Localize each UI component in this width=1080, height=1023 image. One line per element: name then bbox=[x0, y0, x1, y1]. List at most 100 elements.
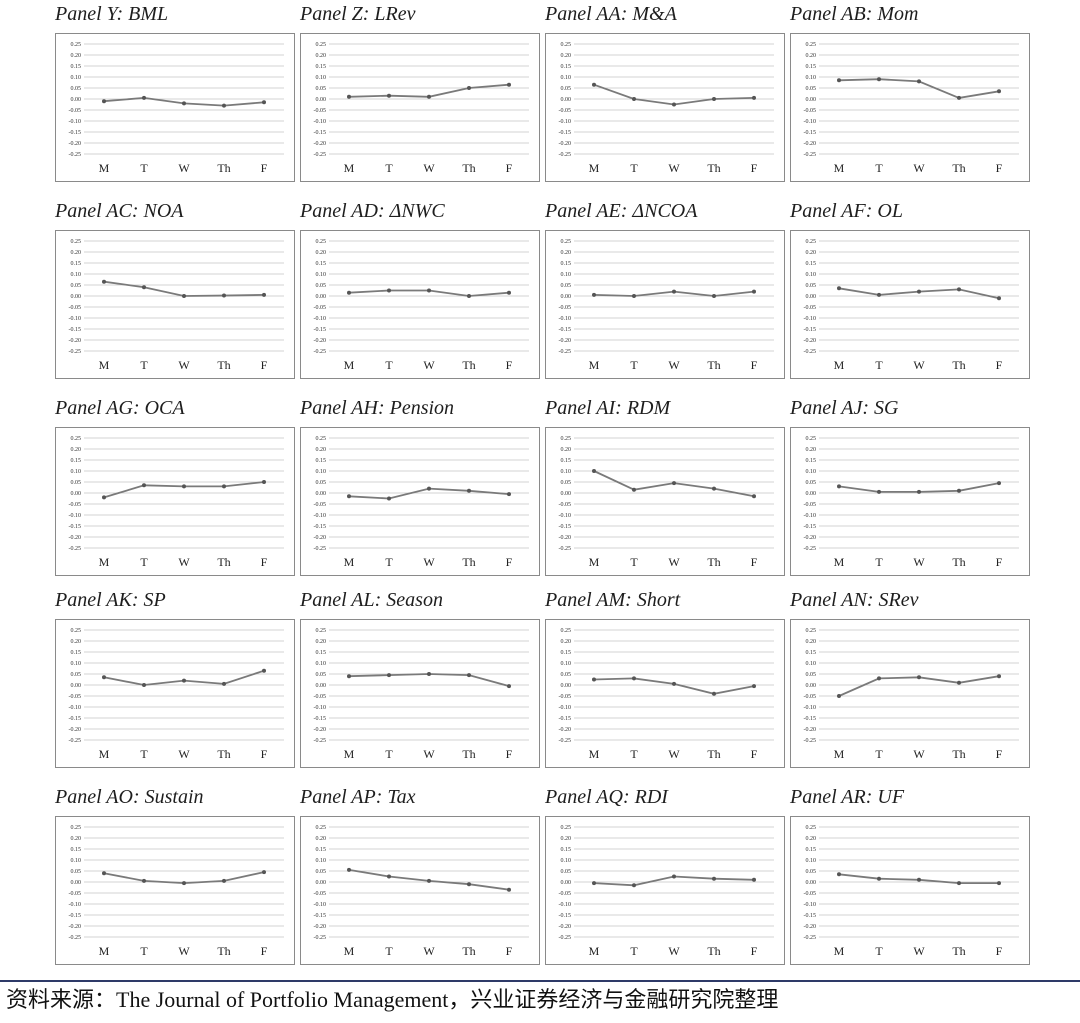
y-tick-label: -0.05 bbox=[559, 891, 572, 897]
y-tick-label: -0.10 bbox=[69, 316, 82, 322]
line-chart: 0.25 0.20 0.15 0.10 0.05 0.00 -0.05 -0.10 -0.15 -… bbox=[314, 42, 529, 175]
x-tick-label: T bbox=[875, 161, 883, 175]
x-tick-label: F bbox=[506, 944, 513, 958]
chart-panel: Panel AE: ΔNCOA 0.25 0.20 0.15 0.10 0.05 0.00 -… bbox=[545, 197, 785, 382]
y-tick-label: -0.05 bbox=[69, 502, 82, 508]
data-point bbox=[182, 101, 186, 106]
data-point bbox=[507, 684, 511, 689]
x-tick-label: M bbox=[344, 747, 355, 761]
line-chart: 0.25 0.20 0.15 0.10 0.05 0.00 -0.05 -0.10 -0.15 -… bbox=[69, 42, 284, 175]
y-tick-label: -0.15 bbox=[69, 913, 82, 919]
plot-frame: 0.25 0.20 0.15 0.10 0.05 0.00 -0.05 -0.10 -0.15 -… bbox=[545, 230, 785, 379]
x-tick-label: T bbox=[630, 161, 638, 175]
x-tick-label: W bbox=[913, 555, 925, 569]
chart-panel: Panel AQ: RDI 0.25 0.20 0.15 0.10 0.05 0.00 -0.… bbox=[545, 783, 785, 968]
plot-frame: 0.25 0.20 0.15 0.10 0.05 0.00 -0.05 -0.10 -0.15 -… bbox=[300, 619, 540, 768]
y-tick-label: 0.10 bbox=[806, 272, 817, 278]
x-tick-label: T bbox=[875, 358, 883, 372]
y-tick-label: 0.10 bbox=[316, 858, 327, 864]
y-tick-label: -0.25 bbox=[559, 738, 572, 744]
y-tick-label: -0.10 bbox=[804, 119, 817, 125]
y-tick-label: -0.10 bbox=[804, 902, 817, 908]
y-tick-label: -0.25 bbox=[314, 738, 327, 744]
y-tick-label: -0.10 bbox=[559, 119, 572, 125]
y-tick-label: -0.10 bbox=[804, 513, 817, 519]
series-line bbox=[103, 669, 265, 686]
x-tick-label: T bbox=[140, 555, 148, 569]
x-tick-label: T bbox=[140, 747, 148, 761]
panel-title: Panel AD: ΔNWC bbox=[300, 200, 445, 222]
x-tick-label: T bbox=[385, 944, 393, 958]
x-tick-label: M bbox=[589, 161, 600, 175]
y-tick-label: -0.15 bbox=[804, 130, 817, 136]
series-line bbox=[593, 677, 755, 695]
y-tick-label: 0.20 bbox=[71, 639, 82, 645]
y-tick-label: 0.00 bbox=[71, 97, 82, 103]
y-tick-label: 0.25 bbox=[316, 42, 327, 48]
y-tick-label: -0.25 bbox=[69, 152, 82, 158]
data-point bbox=[632, 487, 636, 492]
y-tick-label: -0.05 bbox=[69, 891, 82, 897]
data-point bbox=[837, 286, 841, 291]
x-tick-label: T bbox=[140, 161, 148, 175]
y-tick-label: 0.20 bbox=[561, 250, 572, 256]
line-chart: 0.25 0.20 0.15 0.10 0.05 0.00 -0.05 -0.10 -0.15 -… bbox=[69, 239, 284, 372]
data-point bbox=[142, 483, 146, 488]
data-point bbox=[427, 878, 431, 883]
data-point bbox=[917, 289, 921, 294]
y-tick-label: 0.00 bbox=[316, 491, 327, 497]
y-tick-label: -0.25 bbox=[559, 935, 572, 941]
data-point bbox=[752, 877, 756, 882]
y-tick-label: 0.25 bbox=[316, 628, 327, 634]
y-tick-label: -0.05 bbox=[804, 108, 817, 114]
x-tick-label: T bbox=[630, 747, 638, 761]
data-point bbox=[507, 887, 511, 892]
data-point bbox=[182, 881, 186, 886]
x-tick-label: F bbox=[261, 944, 268, 958]
data-point bbox=[877, 876, 881, 881]
y-tick-label: 0.00 bbox=[806, 683, 817, 689]
y-tick-label: 0.20 bbox=[561, 447, 572, 453]
x-tick-label: T bbox=[140, 358, 148, 372]
plot-frame: 0.25 0.20 0.15 0.10 0.05 0.00 -0.05 -0.10 -0.15 -… bbox=[55, 33, 295, 182]
y-tick-label: 0.25 bbox=[561, 825, 572, 831]
data-point bbox=[142, 878, 146, 883]
x-tick-label: M bbox=[99, 161, 110, 175]
chart-panel: Panel AB: Mom 0.25 0.20 0.15 0.10 0.05 0.00 -0.… bbox=[790, 0, 1030, 185]
y-tick-label: 0.15 bbox=[71, 458, 82, 464]
y-tick-label: 0.15 bbox=[71, 650, 82, 656]
data-point bbox=[752, 494, 756, 499]
x-tick-label: Th bbox=[217, 161, 230, 175]
y-tick-label: -0.05 bbox=[314, 305, 327, 311]
y-tick-label: -0.20 bbox=[314, 535, 327, 541]
chart-panel: Panel AF: OL 0.25 0.20 0.15 0.10 0.05 0.00 -0.0… bbox=[790, 197, 1030, 382]
y-tick-label: 0.05 bbox=[806, 283, 817, 289]
data-point bbox=[712, 486, 716, 491]
x-tick-label: Th bbox=[462, 555, 475, 569]
y-tick-label: -0.20 bbox=[69, 338, 82, 344]
data-point bbox=[262, 870, 266, 875]
panel-title: Panel Y: BML bbox=[55, 3, 169, 25]
y-tick-label: 0.05 bbox=[71, 480, 82, 486]
x-tick-label: F bbox=[506, 358, 513, 372]
y-tick-label: 0.25 bbox=[806, 42, 817, 48]
y-tick-label: -0.15 bbox=[314, 130, 327, 136]
x-tick-label: F bbox=[996, 747, 1003, 761]
y-tick-label: -0.25 bbox=[804, 935, 817, 941]
y-tick-label: -0.10 bbox=[804, 705, 817, 711]
y-tick-label: 0.15 bbox=[561, 261, 572, 267]
data-point bbox=[632, 883, 636, 888]
y-tick-label: 0.20 bbox=[71, 836, 82, 842]
y-tick-label: -0.05 bbox=[69, 305, 82, 311]
y-tick-label: -0.10 bbox=[314, 902, 327, 908]
y-tick-label: 0.15 bbox=[806, 847, 817, 853]
y-tick-label: 0.25 bbox=[316, 436, 327, 442]
x-tick-label: F bbox=[261, 555, 268, 569]
data-point bbox=[387, 874, 391, 879]
x-tick-label: Th bbox=[952, 747, 965, 761]
y-tick-label: -0.20 bbox=[314, 338, 327, 344]
x-tick-label: W bbox=[178, 555, 190, 569]
x-tick-label: F bbox=[261, 747, 268, 761]
data-point bbox=[632, 676, 636, 681]
y-tick-label: 0.05 bbox=[71, 672, 82, 678]
